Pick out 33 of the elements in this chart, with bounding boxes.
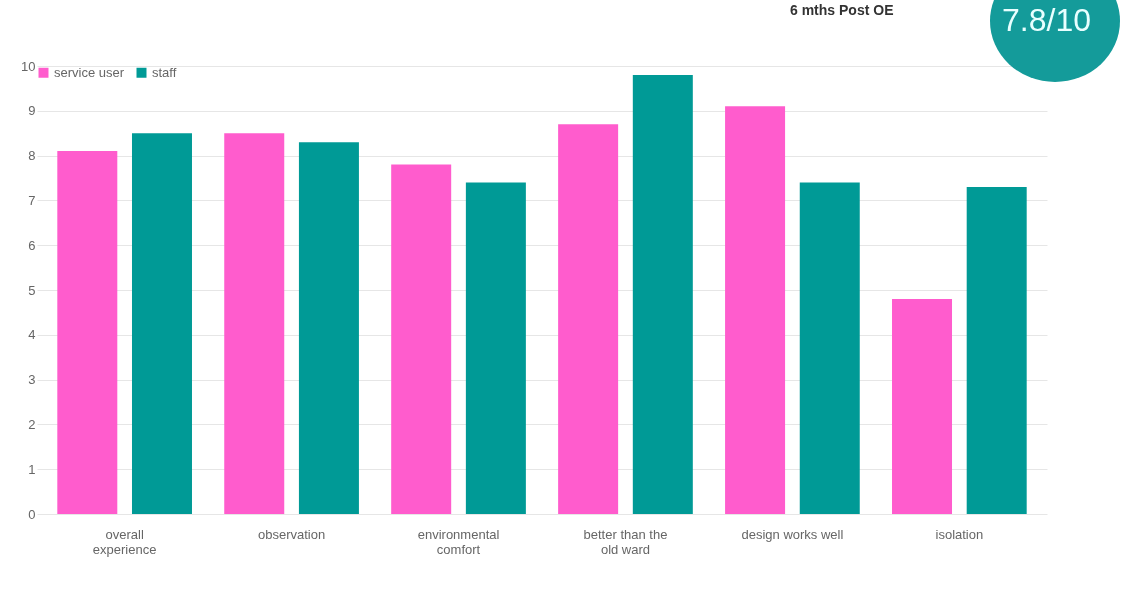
text: 6 mths Post OE: [790, 2, 894, 18]
bar: [298, 142, 359, 514]
x-tick-label: design works well: [741, 526, 844, 542]
y-tick-label: 2: [28, 416, 36, 432]
y-tick-label: 10: [21, 58, 36, 74]
bar: [224, 133, 285, 514]
bar: [892, 298, 953, 514]
x-tick-label: environmental comfort: [417, 526, 500, 557]
y-tick-label: 7: [28, 192, 36, 208]
legend-label: staff: [152, 64, 177, 80]
bar: [391, 164, 452, 514]
y-tick-label: 8: [28, 148, 36, 164]
bar: [131, 133, 192, 514]
x-tick-label: better than the old ward: [583, 526, 668, 557]
bar: [57, 151, 118, 514]
bar: [558, 124, 619, 514]
x-tick-label: overall experience: [92, 526, 157, 557]
bar: [632, 74, 693, 514]
bar: [465, 182, 526, 514]
y-tick-label: 9: [28, 103, 36, 119]
bar: [966, 186, 1027, 514]
text: 7.8/10: [1002, 2, 1091, 39]
legend-label: service user: [54, 64, 125, 80]
y-tick-label: 5: [28, 282, 36, 298]
y-tick-label: 0: [28, 506, 36, 522]
y-tick-label: 1: [28, 461, 36, 477]
x-tick-label: observation: [257, 526, 326, 542]
y-tick-label: 4: [28, 327, 36, 343]
y-tick-label: 3: [28, 372, 36, 388]
bar: [725, 106, 786, 514]
x-tick-label: isolation: [935, 526, 984, 542]
bar: [799, 182, 860, 514]
y-tick-label: 6: [28, 237, 36, 253]
